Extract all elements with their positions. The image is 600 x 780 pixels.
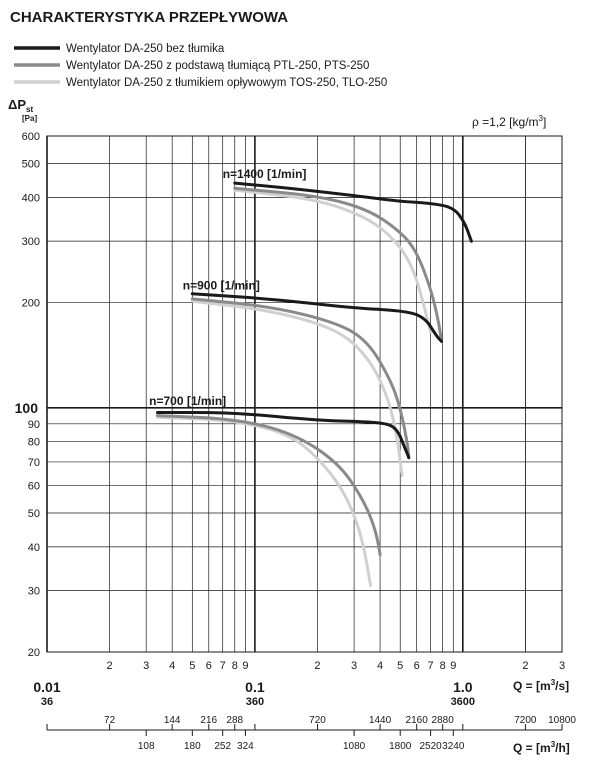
plot-frame (46, 135, 563, 653)
legend: Wentylator DA-250 bez tłumika Wentylator … (14, 43, 387, 89)
air-density-label: ρ =1,2 [kg/m3] (472, 114, 546, 129)
x-tick-decade: 0.01 (33, 679, 60, 695)
m3h-tick-label: 2160 (406, 715, 429, 726)
x-tick-label: 8 (440, 660, 446, 672)
m3h-tick-label: 324 (237, 741, 254, 752)
y-tick-label: 90 (28, 419, 40, 431)
x-tick-decade: 1.0 (453, 679, 473, 695)
y-tick-label: 30 (28, 585, 40, 597)
speed-label-2: n=900 [1/min] (183, 279, 260, 293)
y-tick-label: 600 (22, 131, 40, 143)
x-tick-label: 5 (189, 660, 195, 672)
x-tick-decade: 0.1 (245, 679, 265, 695)
legend-label-1: Wentylator DA-250 bez tłumika (66, 43, 225, 55)
y-axis-ticks: 20 30 40 50 60 70 80 90 100 200 300 400 500 600 (15, 131, 40, 659)
x-tick-label: 9 (242, 660, 248, 672)
m3h-tick-label: 10800 (548, 715, 576, 726)
curves (156, 181, 473, 588)
curve-series3-n-1400 (233, 188, 433, 334)
y-tick-label: 500 (22, 159, 40, 171)
grid (46, 135, 563, 653)
curve-series1-n-900 (190, 292, 444, 343)
x-tick-label: 4 (377, 660, 383, 672)
y-tick-label: 80 (28, 437, 40, 449)
y-tick-label: 200 (22, 298, 40, 310)
x-tick-label: 5 (397, 660, 403, 672)
y-tick-label: 400 (22, 193, 40, 205)
m3h-tick-label: 3240 (442, 741, 465, 752)
m3h-tick-label: 7200 (514, 715, 537, 726)
x-axis-label-m3h: Q = [m3/h] (513, 740, 570, 755)
curve-series3-n-900 (190, 299, 404, 477)
curve-series3-n-700 (156, 415, 373, 588)
curve-series1-n-1400 (233, 181, 473, 243)
m3h-tick-label: 360 (246, 696, 264, 708)
x-tick-label: 3 (143, 660, 149, 672)
x-tick-label: 3 (559, 660, 565, 672)
m3h-tick-label: 180 (184, 741, 201, 752)
m3h-tick-label: 1800 (389, 741, 412, 752)
x-tick-label: 9 (450, 660, 456, 672)
speed-label-3: n=700 [1/min] (149, 394, 226, 408)
m3h-tick-label: 36 (41, 696, 53, 708)
legend-label-3: Wentylator DA-250 z tłumikiem opływowym … (66, 77, 387, 89)
chart-title: CHARAKTERYSTYKA PRZEPŁYWOWA (10, 9, 288, 26)
m3h-tick-label: 1440 (369, 715, 392, 726)
m3h-tick-label: 288 (226, 715, 243, 726)
m3h-tick-label: 252 (214, 741, 231, 752)
x-tick-label: 7 (220, 660, 226, 672)
y-axis-label: ΔPst (8, 97, 33, 114)
x-tick-label: 2 (522, 660, 528, 672)
m3h-tick-label: 144 (164, 715, 181, 726)
curve-series2-n-700 (156, 414, 382, 557)
y-tick-label: 100 (15, 400, 39, 416)
speed-annotations: n=1400 [1/min] n=900 [1/min] n=700 [1/min] (149, 167, 306, 408)
y-tick-label: 50 (28, 508, 40, 520)
curve-series2-n-1400 (233, 186, 444, 343)
y-tick-label: 300 (22, 236, 40, 248)
m3h-tick-label: 72 (104, 715, 116, 726)
y-tick-label: 60 (28, 480, 40, 492)
y-tick-label: 40 (28, 542, 40, 554)
x-tick-label: 6 (414, 660, 420, 672)
m3h-tick-label: 1080 (343, 741, 366, 752)
x-tick-label: 6 (206, 660, 212, 672)
curve-series1-n-700 (156, 411, 411, 460)
m3h-tick-label: 2520 (419, 741, 442, 752)
x-tick-label: 3 (351, 660, 357, 672)
m3h-tick-label: 108 (138, 741, 155, 752)
m3h-tick-label: 216 (200, 715, 217, 726)
x-tick-label: 2 (107, 660, 113, 672)
m3h-tick-label: 720 (309, 715, 326, 726)
curve-series2-n-900 (190, 297, 411, 460)
m3h-tick-label: 2880 (432, 715, 455, 726)
speed-label-1: n=1400 [1/min] (223, 167, 307, 181)
x-tick-label: 7 (428, 660, 434, 672)
y-tick-label: 70 (28, 457, 40, 469)
legend-label-2: Wentylator DA-250 z podstawą tłumiącą PT… (66, 60, 369, 72)
x-tick-label: 2 (314, 660, 320, 672)
y-axis-unit: [Pa] (22, 114, 37, 123)
x-tick-label: 8 (232, 660, 238, 672)
x-axis-label-m3s: Q = [m3/s] (513, 678, 569, 693)
m3h-tick-label: 3600 (451, 696, 475, 708)
y-tick-label: 20 (28, 647, 40, 659)
x-tick-label: 4 (169, 660, 175, 672)
